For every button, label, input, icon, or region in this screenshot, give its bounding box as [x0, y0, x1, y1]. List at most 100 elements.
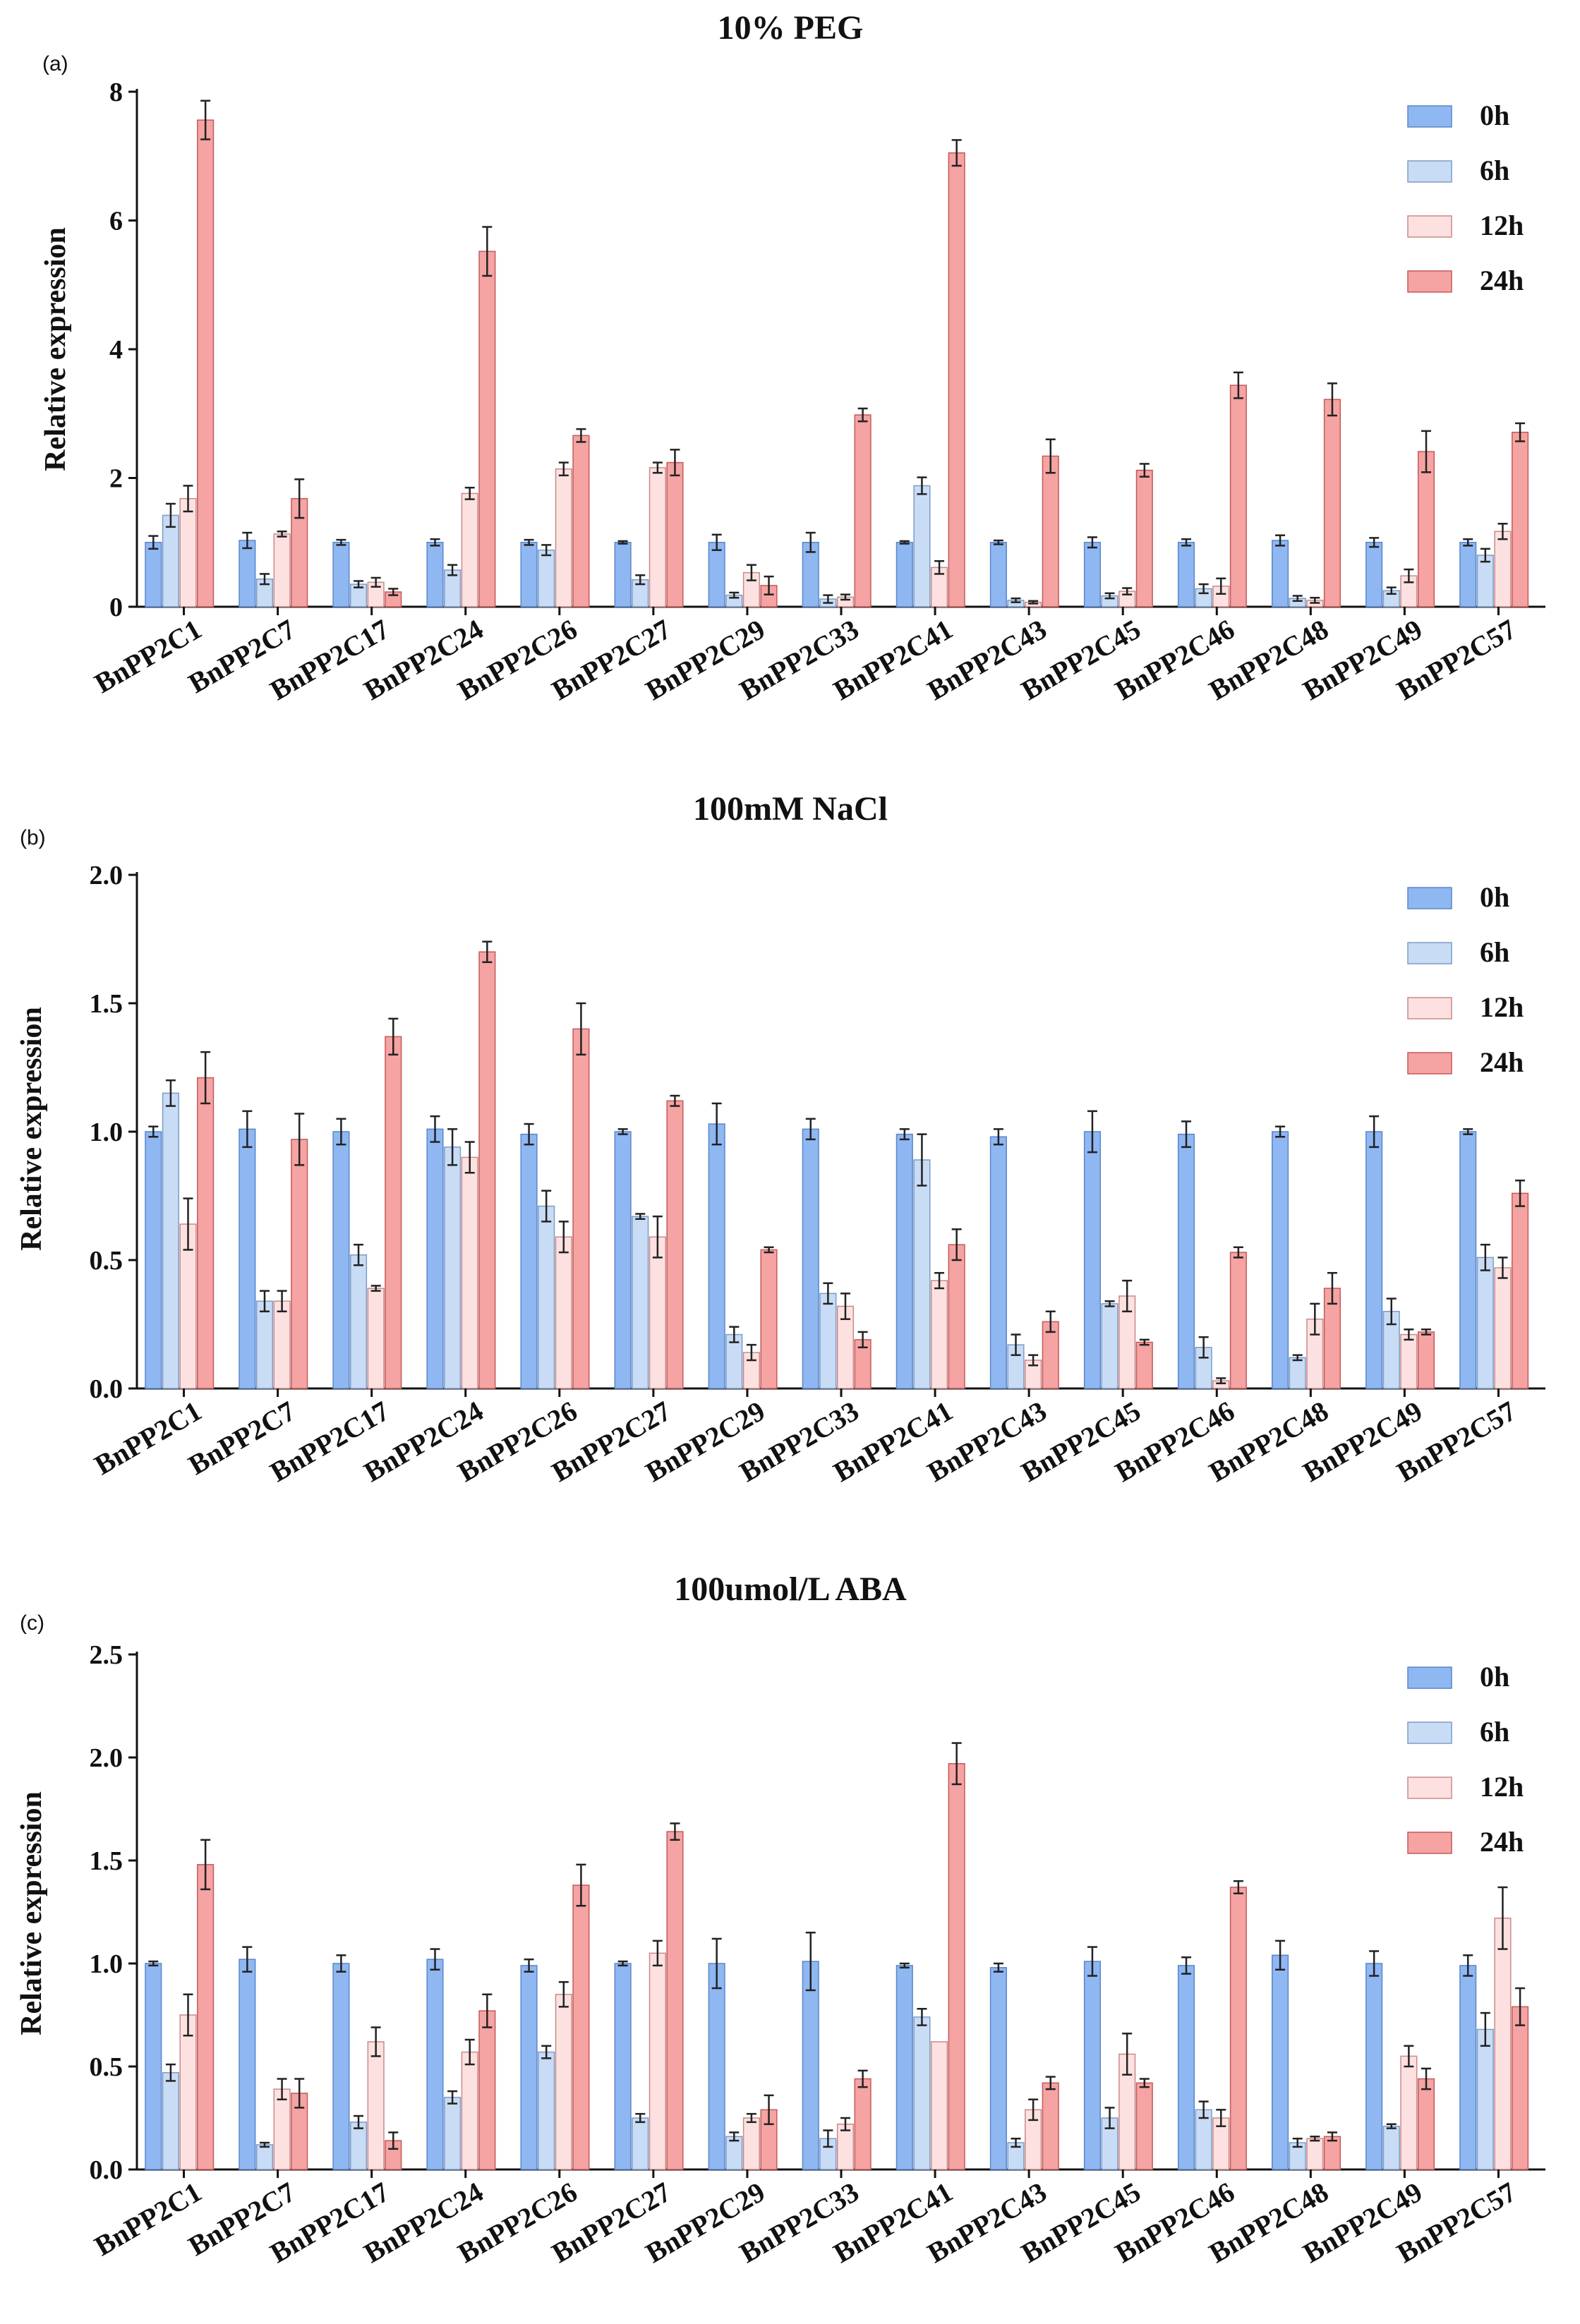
chart-title: 10% PEG — [718, 9, 864, 47]
x-tick-label: BnPP2C1 — [89, 2176, 207, 2262]
bar-12h-BnPP2C57 — [1494, 1267, 1512, 1389]
bar-24h-BnPP2C49 — [1417, 1331, 1435, 1389]
bar-0h-BnPP2C33 — [802, 1128, 819, 1389]
legend-label-0h: 0h — [1480, 1661, 1509, 1693]
bar-0h-BnPP2C7 — [239, 540, 256, 607]
bar-0h-BnPP2C57 — [1459, 542, 1477, 607]
legend-swatch-6h — [1407, 942, 1452, 964]
chart-title: 100umol/L ABA — [674, 1570, 907, 1608]
bar-12h-BnPP2C7 — [273, 533, 291, 607]
bar-0h-BnPP2C57 — [1459, 1965, 1477, 2170]
bar-24h-BnPP2C26 — [572, 1028, 590, 1389]
bar-24h-BnPP2C1 — [197, 1077, 215, 1389]
legend-label-6h: 6h — [1480, 155, 1509, 186]
bar-6h-BnPP2C26 — [538, 1205, 555, 1389]
legend-swatch-0h — [1407, 1666, 1452, 1689]
legend-swatch-0h — [1407, 887, 1452, 909]
bar-0h-BnPP2C46 — [1177, 1133, 1195, 1389]
bar-12h-BnPP2C48 — [1306, 2138, 1324, 2170]
legend-label-12h: 12h — [1480, 991, 1524, 1023]
bar-6h-BnPP2C1 — [162, 1092, 179, 1389]
bar-24h-BnPP2C26 — [572, 435, 590, 607]
y-tick-label: 8 — [109, 78, 123, 107]
bar-6h-BnPP2C41 — [913, 485, 931, 607]
bar-12h-BnPP2C17 — [367, 1288, 385, 1389]
legend-swatch-12h — [1407, 215, 1452, 238]
bar-6h-BnPP2C57 — [1476, 1257, 1494, 1389]
bar-6h-BnPP2C57 — [1476, 555, 1494, 607]
legend-label-12h: 12h — [1480, 1771, 1524, 1803]
bar-6h-BnPP2C49 — [1382, 2125, 1400, 2170]
bar-0h-BnPP2C7 — [239, 1128, 256, 1389]
y-tick-label: 2 — [109, 464, 123, 494]
legend-label-24h: 24h — [1480, 1826, 1524, 1858]
bar-12h-BnPP2C41 — [930, 2041, 948, 2170]
x-tick-label: BnPP2C1 — [89, 613, 207, 699]
bar-0h-BnPP2C26 — [520, 1965, 538, 2170]
y-tick-label: 1.0 — [90, 1949, 123, 1979]
bar-6h-BnPP2C27 — [632, 2117, 649, 2170]
bar-6h-BnPP2C17 — [349, 2122, 368, 2170]
bar-12h-BnPP2C41 — [930, 1280, 948, 1389]
y-tick-label: 6 — [109, 207, 123, 236]
bar-24h-BnPP2C24 — [478, 2010, 496, 2170]
bar-6h-BnPP2C33 — [819, 1293, 837, 1389]
bar-12h-BnPP2C57 — [1494, 1918, 1512, 2170]
y-tick-label: 0.0 — [90, 2155, 123, 2185]
y-tick-label: 2.5 — [90, 1640, 123, 1670]
bar-24h-BnPP2C27 — [666, 461, 684, 607]
chart-title: 100mM NaCl — [693, 790, 888, 828]
bar-12h-BnPP2C49 — [1400, 1333, 1418, 1389]
y-axis-label: Relative expression — [40, 227, 72, 471]
bar-24h-BnPP2C27 — [666, 1831, 684, 2170]
y-tick-label: 4 — [109, 335, 123, 365]
bar-0h-BnPP2C43 — [989, 1136, 1007, 1389]
bar-6h-BnPP2C41 — [913, 1159, 931, 1389]
bar-12h-BnPP2C27 — [649, 1236, 666, 1389]
bar-0h-BnPP2C41 — [895, 1133, 913, 1389]
y-tick-label: 2.0 — [90, 1743, 123, 1773]
y-tick-label: 1.5 — [90, 1846, 123, 1876]
bar-24h-BnPP2C1 — [197, 119, 215, 607]
legend-label-6h: 6h — [1480, 1716, 1509, 1748]
bar-12h-BnPP2C17 — [367, 2041, 385, 2170]
bar-12h-BnPP2C7 — [273, 2088, 291, 2170]
legend-swatch-6h — [1407, 1721, 1452, 1744]
bar-12h-BnPP2C26 — [555, 468, 572, 607]
legend: 0h 6h 12h 24h — [1407, 99, 1524, 296]
bar-12h-BnPP2C27 — [649, 467, 666, 607]
bar-0h-BnPP2C29 — [708, 542, 725, 607]
bar-0h-BnPP2C29 — [708, 1123, 725, 1389]
bar-0h-BnPP2C1 — [145, 542, 162, 607]
bar-6h-BnPP2C26 — [538, 549, 555, 607]
bar-12h-BnPP2C24 — [461, 2051, 478, 2170]
bar-0h-BnPP2C1 — [145, 1963, 162, 2170]
bar-0h-BnPP2C46 — [1177, 542, 1195, 607]
bar-24h-BnPP2C41 — [948, 1763, 965, 2170]
bar-6h-BnPP2C57 — [1476, 2028, 1494, 2170]
bar-24h-BnPP2C33 — [854, 414, 872, 607]
chart-area: 0.00.51.01.52.02.5BnPP2C1BnPP2C7BnPP2C17… — [89, 1640, 1545, 2269]
bar-0h-BnPP2C29 — [708, 1963, 725, 2170]
bar-6h-BnPP2C41 — [913, 2016, 931, 2170]
bar-24h-BnPP2C57 — [1512, 1192, 1529, 1389]
bar-0h-BnPP2C43 — [989, 1967, 1007, 2170]
bar-0h-BnPP2C48 — [1272, 1131, 1289, 1389]
legend-swatch-0h — [1407, 105, 1452, 128]
chart-area: 02468BnPP2C1BnPP2C7BnPP2C17BnPP2C24BnPP2… — [89, 78, 1545, 706]
panel-label: (b) — [20, 826, 46, 849]
bar-0h-BnPP2C27 — [614, 1963, 632, 2170]
bar-24h-BnPP2C29 — [760, 1249, 778, 1389]
y-tick-label: 0.5 — [90, 1246, 123, 1276]
bar-24h-BnPP2C24 — [478, 250, 496, 607]
bar-0h-BnPP2C17 — [332, 1131, 350, 1389]
bar-0h-BnPP2C1 — [145, 1131, 162, 1389]
legend-label-0h: 0h — [1480, 99, 1509, 131]
bar-0h-BnPP2C57 — [1459, 1131, 1477, 1389]
bar-0h-BnPP2C26 — [520, 1133, 538, 1389]
bar-0h-BnPP2C33 — [802, 1961, 819, 2170]
bar-24h-BnPP2C57 — [1512, 2006, 1529, 2170]
legend-swatch-12h — [1407, 1777, 1452, 1799]
bar-12h-BnPP2C26 — [555, 1994, 572, 2170]
